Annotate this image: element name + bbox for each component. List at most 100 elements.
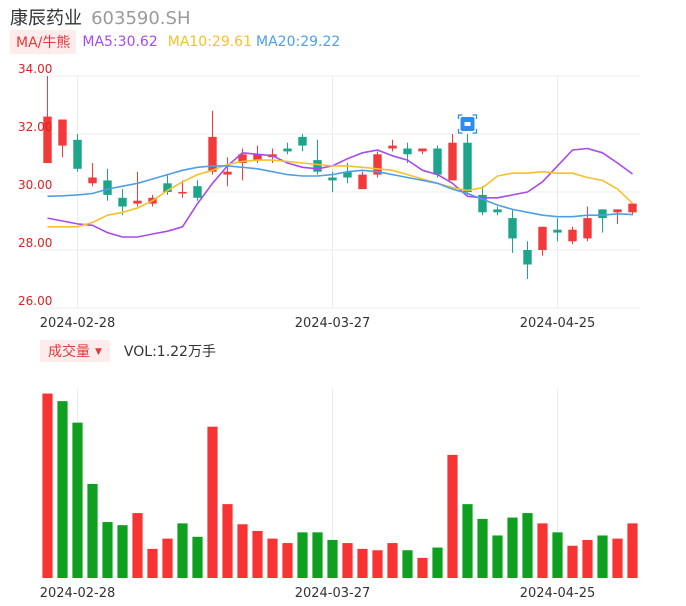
candle bbox=[298, 134, 307, 152]
candle-body bbox=[508, 218, 517, 239]
volume-bar bbox=[117, 525, 128, 578]
candle-body bbox=[568, 229, 577, 242]
volume-chart[interactable]: 2024-02-28 2024-03-27 2024-04-25 bbox=[0, 380, 686, 606]
candle-body bbox=[358, 174, 367, 190]
volume-bar bbox=[477, 518, 488, 578]
candle bbox=[118, 189, 127, 216]
volume-xtick-label: 2024-03-27 bbox=[295, 586, 371, 601]
candle bbox=[88, 163, 97, 187]
volume-bar bbox=[357, 548, 368, 578]
volume-bar bbox=[537, 523, 548, 578]
volume-bar bbox=[627, 523, 638, 578]
candle bbox=[523, 241, 532, 279]
volume-bar bbox=[312, 532, 323, 578]
candle bbox=[163, 174, 172, 195]
candle-body bbox=[583, 218, 592, 239]
marker-glyph bbox=[464, 122, 471, 126]
candle bbox=[43, 76, 52, 163]
ma20-line bbox=[47, 165, 633, 218]
candle bbox=[463, 134, 472, 195]
volume-bar bbox=[207, 426, 218, 578]
candle-body bbox=[178, 192, 187, 194]
stock-name: 康辰药业 bbox=[10, 8, 82, 29]
volume-bar bbox=[597, 535, 608, 578]
candle bbox=[433, 145, 442, 178]
volume-bar bbox=[552, 532, 563, 578]
candle-body bbox=[538, 226, 547, 250]
volume-bar bbox=[462, 504, 473, 578]
volume-bar bbox=[132, 513, 143, 578]
candle bbox=[388, 139, 397, 152]
candle-body bbox=[103, 180, 112, 195]
candle bbox=[223, 157, 232, 187]
candle bbox=[613, 209, 622, 224]
candle-body bbox=[133, 200, 142, 204]
candle-body bbox=[493, 209, 502, 213]
candle-body bbox=[238, 154, 247, 163]
candle bbox=[508, 209, 517, 253]
volume-bar bbox=[327, 539, 338, 578]
volume-bar bbox=[507, 517, 518, 578]
candle bbox=[628, 203, 637, 216]
volume-bar bbox=[192, 536, 203, 578]
price-xtick-label: 2024-04-25 bbox=[520, 316, 596, 330]
candle-body bbox=[253, 154, 262, 161]
volume-bar bbox=[432, 547, 443, 578]
price-xtick-label: 2024-03-27 bbox=[295, 316, 371, 330]
marker-corner bbox=[472, 114, 478, 119]
volume-bar bbox=[417, 557, 428, 578]
price-ytick-label: 34.00 bbox=[18, 62, 52, 76]
candle-body bbox=[43, 116, 52, 163]
ma5-legend: MA5:30.62 bbox=[82, 34, 158, 50]
price-chart[interactable]: 34.00 32.00 30.00 28.00 26.00 2024-02-28 2024-… bbox=[0, 62, 686, 330]
price-moving-averages bbox=[47, 147, 634, 238]
volume-bar bbox=[252, 530, 263, 578]
candle bbox=[598, 209, 607, 233]
volume-bars bbox=[42, 393, 638, 578]
candle bbox=[373, 151, 382, 178]
candle bbox=[283, 142, 292, 155]
volume-bar bbox=[237, 524, 248, 578]
price-ytick-label: 30.00 bbox=[18, 178, 52, 192]
candle-body bbox=[73, 139, 82, 169]
volume-bar bbox=[492, 535, 503, 578]
candle-body bbox=[313, 160, 322, 172]
volume-bar bbox=[102, 522, 113, 578]
price-grid bbox=[40, 75, 640, 309]
candle bbox=[493, 206, 502, 216]
candle-body bbox=[448, 142, 457, 181]
candle-body bbox=[373, 154, 382, 175]
volume-bar bbox=[147, 548, 158, 578]
ma-legend: MA/牛熊 MA5:30.62 MA10:29.61 MA20:29.22 bbox=[10, 30, 344, 54]
candle-body bbox=[553, 229, 562, 233]
candle bbox=[358, 171, 367, 190]
marker-corner bbox=[457, 114, 463, 119]
volume-bar bbox=[267, 538, 278, 578]
candle-body bbox=[598, 209, 607, 219]
candle bbox=[193, 180, 202, 201]
volume-indicator-button[interactable]: 成交量 ▼ bbox=[40, 340, 110, 362]
volume-bar bbox=[177, 523, 188, 578]
volume-xtick-label: 2024-04-25 bbox=[520, 586, 596, 601]
ma-indicator-button[interactable]: MA/牛熊 bbox=[10, 30, 77, 54]
price-candles bbox=[43, 76, 637, 279]
price-ytick-label: 26.00 bbox=[18, 294, 52, 308]
candle-body bbox=[88, 177, 97, 184]
candle-body bbox=[193, 186, 202, 198]
candle-body bbox=[613, 209, 622, 213]
stock-header: 康辰药业 603590.SH bbox=[10, 4, 191, 29]
candle-body bbox=[628, 203, 637, 213]
volume-bar bbox=[282, 543, 293, 578]
ma10-line bbox=[47, 159, 634, 228]
caret-down-icon: ▼ bbox=[95, 347, 102, 357]
candle bbox=[553, 218, 562, 242]
candle-body bbox=[163, 183, 172, 192]
ma20-legend: MA20:29.22 bbox=[256, 34, 341, 50]
volume-bar bbox=[447, 454, 458, 578]
candle bbox=[208, 110, 217, 175]
volume-bar bbox=[297, 532, 308, 578]
candle-body bbox=[208, 136, 217, 172]
candle bbox=[538, 226, 547, 256]
candle bbox=[478, 186, 487, 216]
event-marker-icon[interactable] bbox=[457, 114, 478, 134]
